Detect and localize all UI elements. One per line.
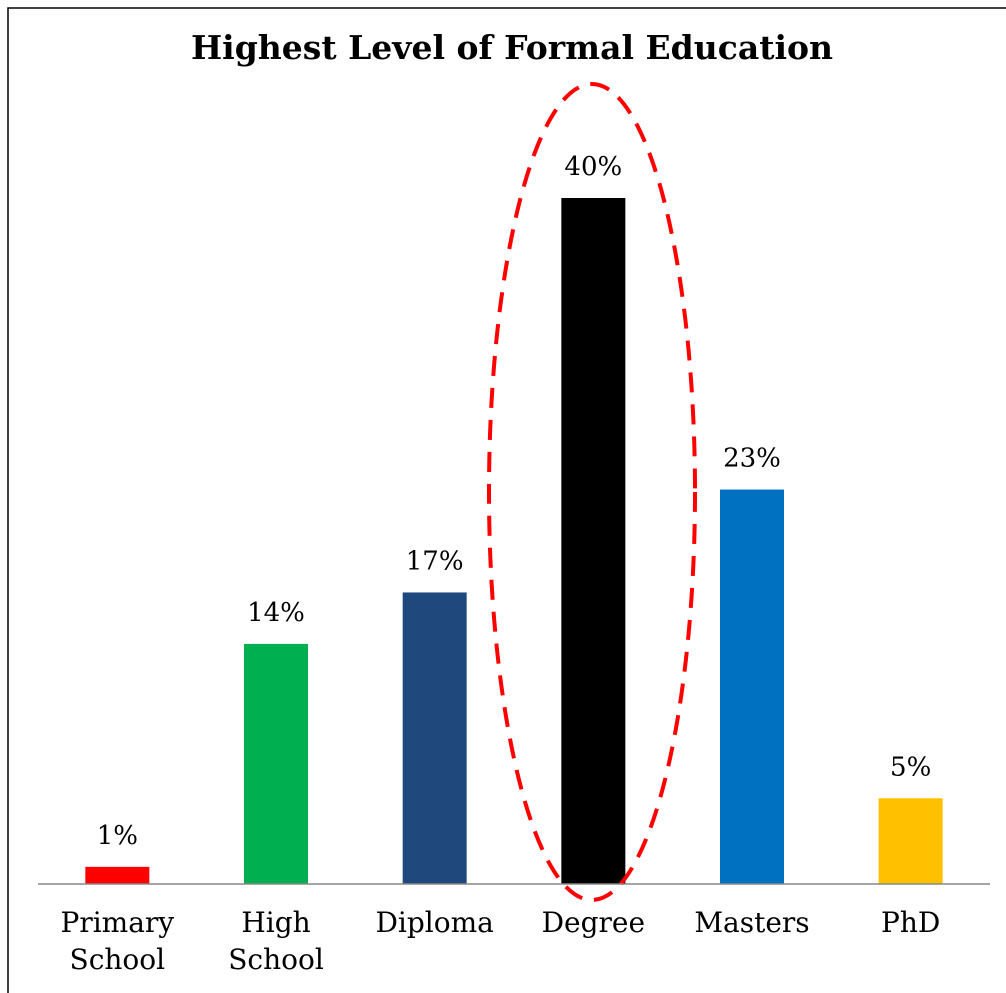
bar (878, 798, 943, 884)
bar (720, 489, 784, 884)
chart-title: Highest Level of Formal Education (191, 28, 833, 67)
bar (402, 592, 467, 884)
value-label: 5% (890, 752, 931, 782)
value-label: 40% (564, 152, 622, 182)
x-tick-label: High School (228, 906, 324, 976)
value-label: 23% (723, 444, 781, 474)
x-tick-label: Primary School (60, 906, 175, 976)
value-label: 17% (406, 546, 464, 576)
x-tick-label: PhD (880, 906, 941, 939)
bar (244, 643, 308, 884)
value-label: 1% (97, 821, 138, 851)
x-tick-label: Masters (694, 906, 810, 939)
bar (85, 866, 150, 884)
value-label: 14% (247, 598, 305, 628)
frame (7, 7, 1006, 993)
x-tick-label: Degree (541, 906, 646, 939)
highlight-ellipse (487, 82, 697, 902)
bar (561, 198, 626, 884)
x-tick-label: Diploma (375, 906, 494, 939)
